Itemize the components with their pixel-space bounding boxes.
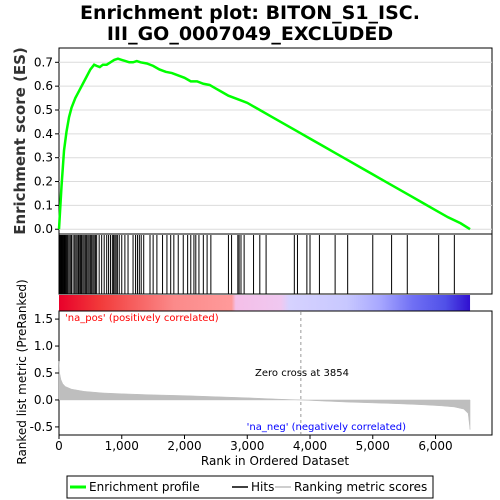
x-axis-label: Rank in Ordered Dataset <box>201 454 349 468</box>
rank-panel-frame <box>58 310 493 436</box>
ranking-metric-area <box>58 361 471 430</box>
rank-colorbar <box>59 295 471 311</box>
x-tick-label: 1,000 <box>105 439 139 453</box>
x-tick-label: 2,000 <box>167 439 201 453</box>
chart-title-line2: III_GO_0007049_EXCLUDED <box>107 23 393 45</box>
neg-correlated-label: 'na_neg' (negatively correlated) <box>247 422 406 433</box>
x-tick-label: 0 <box>55 439 63 453</box>
es-ytick-label: 0.3 <box>34 151 53 165</box>
x-tick-label: 6,000 <box>418 439 452 453</box>
es-ytick-label: 0.0 <box>34 222 53 236</box>
legend: Enrichment profile Hits Ranking metric s… <box>66 475 434 499</box>
x-tick-label: 4,000 <box>293 439 327 453</box>
es-panel: 0.0 0.1 0.2 0.3 0.4 0.5 0.6 0.7 Enrichment scor… <box>11 47 493 236</box>
zero-cross-label: Zero cross at 3854 <box>255 368 349 379</box>
legend-box <box>66 475 434 499</box>
hit-marks <box>58 235 455 294</box>
es-ytick-label: 0.2 <box>34 175 53 189</box>
legend-enrichment-label: Enrichment profile <box>89 480 200 494</box>
es-panel-frame <box>58 47 493 235</box>
es-ytick-label: 0.6 <box>34 79 53 93</box>
legend-hits-label: Hits <box>251 480 274 494</box>
es-ytick-label: 0.5 <box>34 103 53 117</box>
rank-ytick-label: 1.0 <box>34 339 53 353</box>
rank-panel: -0.5 0.0 0.5 1.0 1.5 'na_pos' (positively co… <box>15 279 493 465</box>
hits-panel <box>58 233 493 295</box>
hits-panel-frame <box>58 233 493 295</box>
es-ylabel: Enrichment score (ES) <box>11 47 29 235</box>
rank-ytick-label: -0.5 <box>30 420 53 434</box>
legend-metric-label: Ranking metric scores <box>294 480 427 494</box>
x-axis: 0 1,000 2,000 3,000 4,000 5,000 6,000 <box>55 435 453 453</box>
rank-ytick-label: 0.0 <box>34 393 53 407</box>
rank-colorbar-gradient <box>59 295 471 311</box>
x-tick-label: 5,000 <box>356 439 390 453</box>
chart-title-line1: Enrichment plot: BITON_S1_ISC. <box>80 2 420 24</box>
rank-ylabel: Ranked list metric (PreRanked) <box>15 279 29 464</box>
rank-y-axis: -0.5 0.0 0.5 1.0 1.5 <box>30 312 59 434</box>
es-ytick-label: 0.7 <box>34 55 53 69</box>
enrichment-profile-line <box>57 57 471 231</box>
x-tick-label: 3,000 <box>230 439 264 453</box>
es-gridlines <box>59 61 492 230</box>
es-y-axis: 0.0 0.1 0.2 0.3 0.4 0.5 0.6 0.7 <box>34 55 59 236</box>
es-ytick-label: 0.4 <box>34 127 53 141</box>
es-ytick-label: 0.1 <box>34 198 53 212</box>
rank-ytick-label: 0.5 <box>34 366 53 380</box>
pos-correlated-label: 'na_pos' (positively correlated) <box>65 313 219 324</box>
rank-ytick-label: 1.5 <box>34 312 53 326</box>
